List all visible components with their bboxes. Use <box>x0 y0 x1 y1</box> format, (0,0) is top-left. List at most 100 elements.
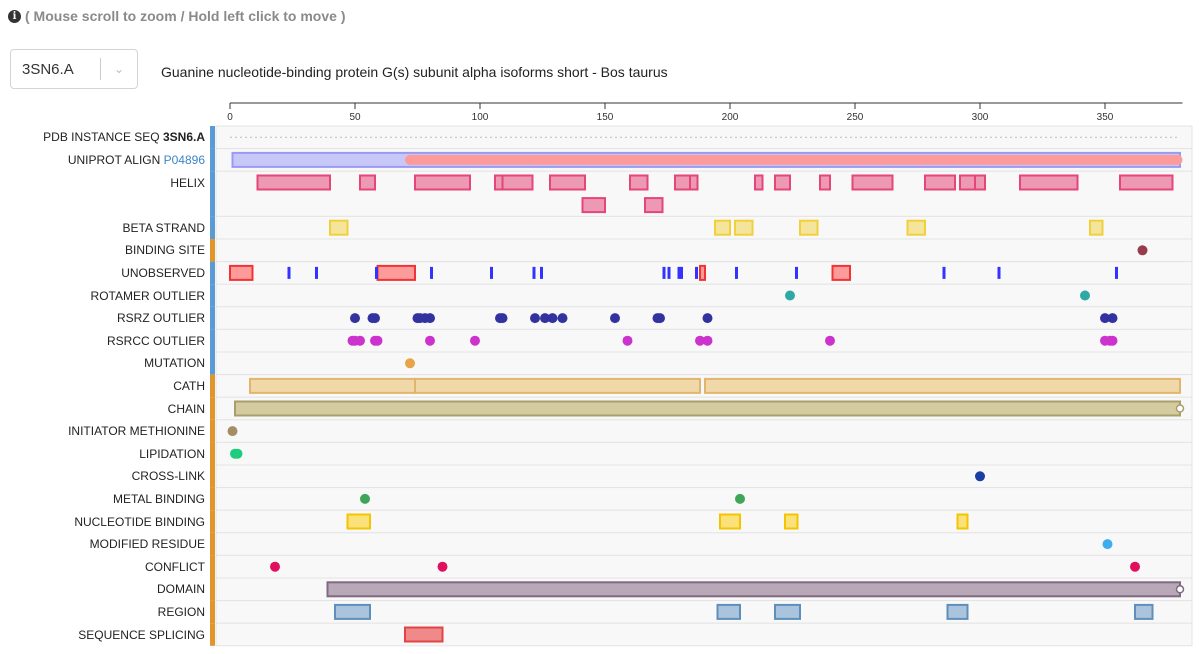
track-label-text: MUTATION <box>144 356 205 371</box>
feature-dot <box>1107 313 1118 324</box>
track-label: BETA STRAND <box>123 221 205 235</box>
hint-text: ( Mouse scroll to zoom / Hold left click… <box>25 8 346 24</box>
feature-dot <box>540 313 550 324</box>
track-row <box>215 215 1193 240</box>
track-label-text: UNIPROT ALIGN <box>67 152 161 167</box>
feature-dot <box>735 493 745 504</box>
feature-dot <box>227 426 238 437</box>
track-label: BINDING SITE <box>125 243 205 257</box>
track-label-text: RSRCC OUTLIER <box>106 333 205 348</box>
feature-block <box>946 603 969 620</box>
track-side-bar <box>210 216 215 239</box>
feature-dot <box>350 313 360 324</box>
track-label: SEQUENCE SPLICING <box>78 628 205 642</box>
track-side-bar <box>210 623 215 646</box>
feature-dot <box>547 313 558 324</box>
feature-dot <box>530 313 540 324</box>
track-label-text: CATH <box>173 378 205 393</box>
unobserved-residue-bar <box>942 266 946 279</box>
feature-dot <box>622 335 633 346</box>
feature-dot <box>1137 245 1148 256</box>
track-side-bar <box>210 171 215 217</box>
feature-block <box>1134 603 1154 620</box>
track-label-text: MODIFIED RESIDUE <box>89 537 205 552</box>
feature-block <box>414 377 701 394</box>
track-row <box>215 554 1193 579</box>
track-label: DOMAIN <box>157 582 205 596</box>
track-label-text: RSRZ OUTLIER <box>116 311 205 326</box>
track-side-bar <box>210 487 215 511</box>
feature-block <box>334 603 371 620</box>
track-label-text: CROSS-LINK <box>131 469 205 484</box>
feature-end-marker <box>1175 404 1185 413</box>
feature-dot <box>497 313 508 324</box>
track-side-bar <box>210 600 215 624</box>
feature-block <box>549 174 586 191</box>
feature-block <box>956 513 969 530</box>
aligned-region-band <box>405 154 1183 165</box>
feature-dot <box>695 335 705 346</box>
feature-block <box>329 219 349 236</box>
track-label: ROTAMER OUTLIER <box>91 289 205 303</box>
track-row <box>215 622 1193 647</box>
feature-block <box>906 219 926 236</box>
track-side-bar <box>210 397 215 420</box>
track-label: NUCLEOTIDE BINDING <box>74 515 205 529</box>
feature-dot <box>270 561 280 572</box>
feature-dot <box>1107 335 1118 346</box>
track-label-text: INITIATOR METHIONINE <box>68 424 205 439</box>
instance-id: 3SN6.A <box>162 130 205 145</box>
axis-tick-label: 200 <box>722 112 739 123</box>
unobserved-residue-bar <box>490 266 493 279</box>
feature-block <box>414 174 471 191</box>
feature-block <box>959 174 976 191</box>
feature-dot <box>405 358 415 369</box>
selector-value: 3SN6.A <box>22 60 74 78</box>
feature-dot <box>655 313 665 324</box>
feature-block <box>674 174 691 191</box>
unobserved-residue-bar <box>532 266 536 279</box>
unobserved-residue-bar <box>1115 266 1118 279</box>
track-row <box>215 441 1193 466</box>
track-label-text: BETA STRAND <box>122 220 205 235</box>
track-side-bar <box>210 306 215 330</box>
feature-dot <box>702 335 713 346</box>
track-side-bar <box>210 148 215 172</box>
feature-block <box>359 174 376 191</box>
track-label-text: UNOBSERVED <box>121 265 205 280</box>
feature-block <box>629 174 649 191</box>
feature-block <box>1019 174 1079 191</box>
feature-dot <box>785 290 795 301</box>
track-label-text: BINDING SITE <box>124 243 205 258</box>
feature-dot <box>610 313 620 324</box>
track-label-text: REGION <box>157 604 205 619</box>
feature-block <box>644 197 664 214</box>
track-label-text: METAL BINDING <box>112 491 205 506</box>
feature-block <box>1089 219 1104 236</box>
track-row <box>215 464 1193 489</box>
track-label-text: SEQUENCE SPLICING <box>78 627 205 642</box>
track-side-bar <box>210 442 215 465</box>
feature-dot <box>825 335 835 346</box>
track-side-bar <box>210 419 215 443</box>
axis-tick-label: 0 <box>227 112 233 123</box>
feature-block <box>234 400 1181 417</box>
feature-block <box>404 626 444 643</box>
track-label: REGION <box>158 605 205 619</box>
feature-block <box>774 174 791 191</box>
unobserved-residue-bar <box>997 266 1001 279</box>
feature-block <box>716 603 741 620</box>
feature-block <box>581 197 606 214</box>
selector-separator <box>100 58 101 80</box>
track-side-bar <box>210 532 215 556</box>
feature-block <box>326 581 1181 598</box>
instance-selector[interactable]: 3SN6.A ⌄ <box>10 49 138 89</box>
feature-dot <box>425 313 435 324</box>
feature-dot <box>1102 539 1113 550</box>
uniprot-link[interactable]: P04896 <box>163 152 205 167</box>
track-label-text: ROTAMER OUTLIER <box>90 288 205 303</box>
track-side-bar <box>210 352 215 375</box>
chevron-down-icon[interactable]: ⌄ <box>113 62 125 76</box>
feature-block <box>774 603 801 620</box>
